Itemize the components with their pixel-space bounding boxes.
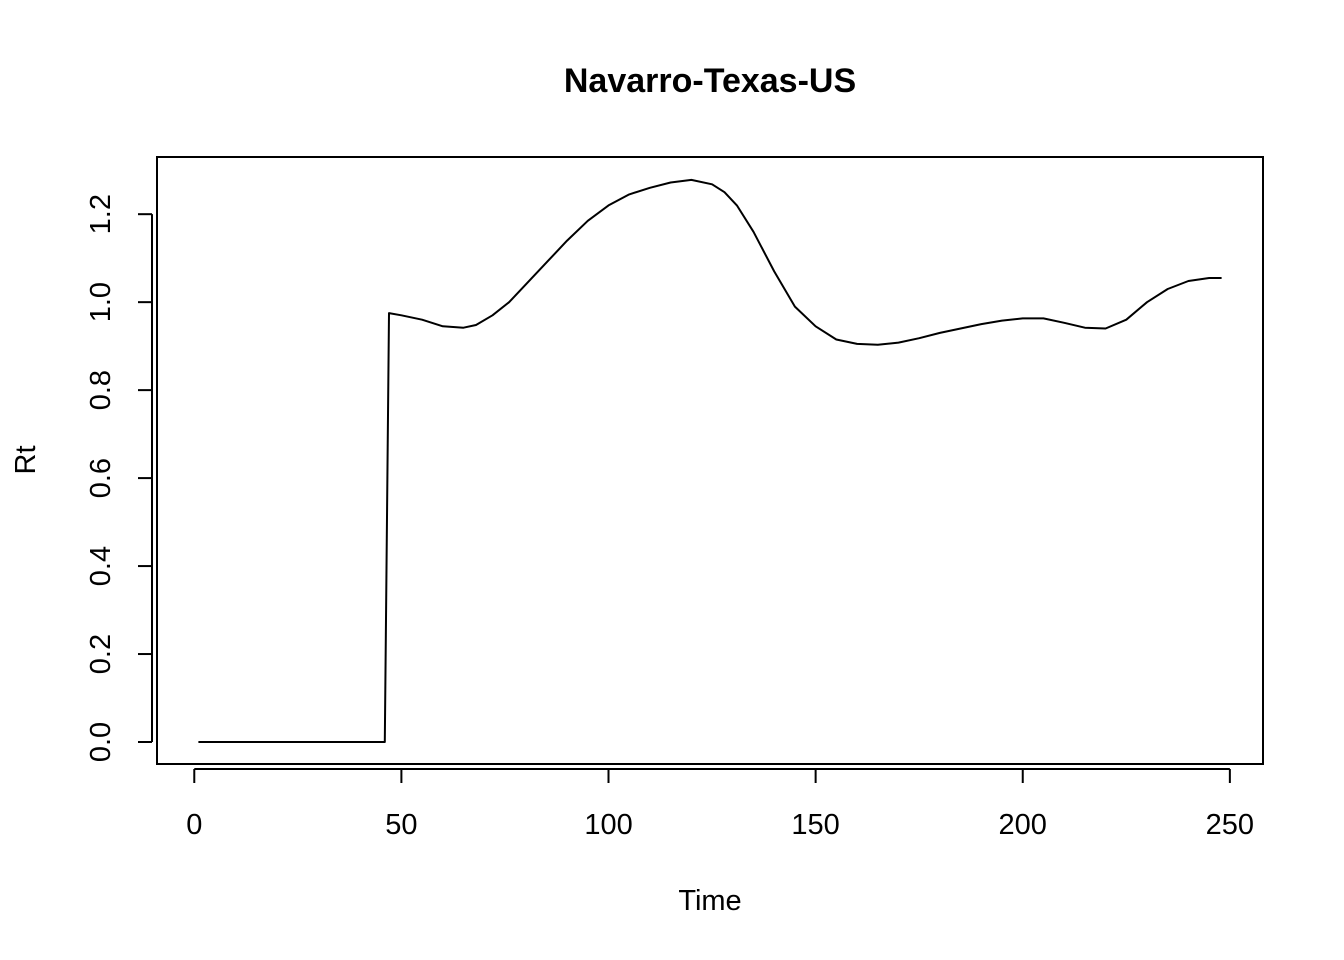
y-tick-label: 1.0 xyxy=(85,282,117,322)
x-tick-label: 250 xyxy=(1206,809,1254,841)
y-tick-label: 0.8 xyxy=(85,370,117,410)
y-tick-label: 0.4 xyxy=(85,546,117,586)
y-axis-label: Rt xyxy=(10,446,42,475)
y-tick-label: 0.0 xyxy=(85,722,117,762)
x-axis-label: Time xyxy=(678,885,741,917)
y-axis: 0.0 0.2 0.4 0.6 0.8 1.0 1.2 xyxy=(85,194,152,762)
x-axis: 0 50 100 150 200 250 xyxy=(186,769,1254,841)
plot-frame xyxy=(157,157,1263,764)
y-tick-label: 1.2 xyxy=(85,194,117,234)
x-tick-label: 150 xyxy=(791,809,839,841)
x-tick-label: 100 xyxy=(584,809,632,841)
rt-series-line xyxy=(198,180,1221,742)
chart-title: Navarro-Texas-US xyxy=(564,62,856,100)
y-tick-label: 0.6 xyxy=(85,458,117,498)
x-tick-label: 50 xyxy=(385,809,417,841)
y-tick-label: 0.2 xyxy=(85,634,117,674)
x-tick-label: 200 xyxy=(999,809,1047,841)
x-tick-label: 0 xyxy=(186,809,202,841)
